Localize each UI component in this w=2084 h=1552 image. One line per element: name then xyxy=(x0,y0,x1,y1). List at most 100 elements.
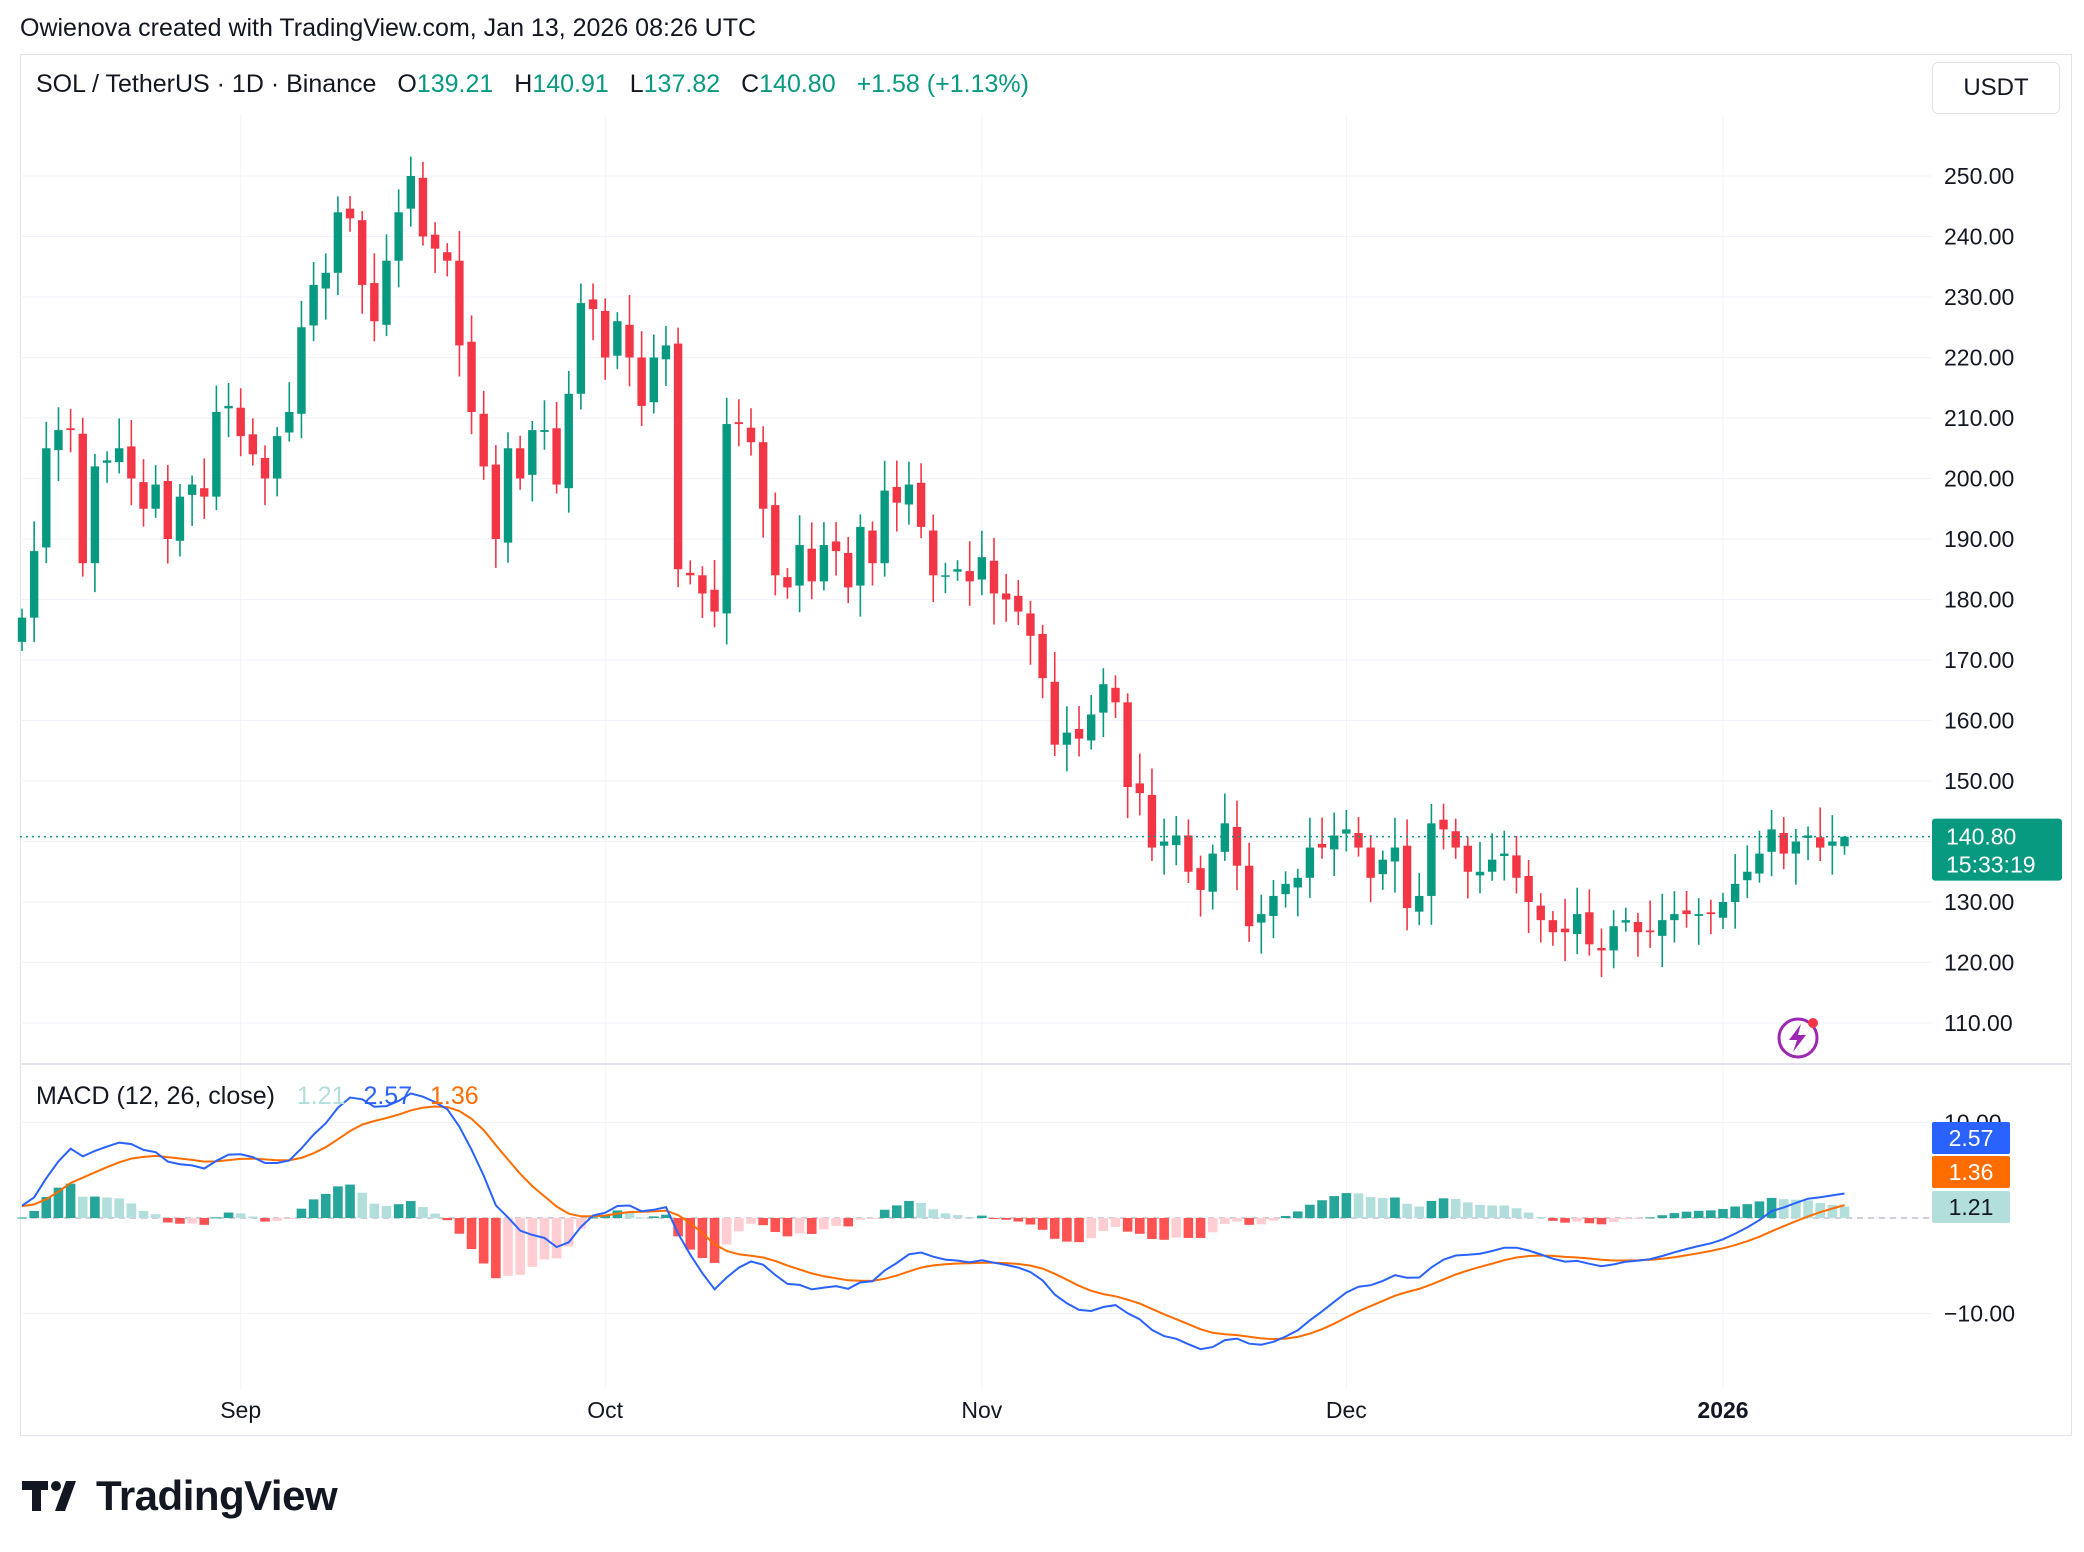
candle-body[interactable] xyxy=(272,436,282,479)
candle-body[interactable] xyxy=(260,457,270,479)
candle-body[interactable] xyxy=(115,448,124,463)
candle-body[interactable] xyxy=(941,575,950,577)
candle-body[interactable] xyxy=(710,589,719,612)
candle-body[interactable] xyxy=(819,545,829,582)
candle-body[interactable] xyxy=(1548,920,1558,933)
candle-body[interactable] xyxy=(455,260,464,346)
candle-body[interactable] xyxy=(686,572,695,576)
candle-body[interactable] xyxy=(212,411,221,497)
candle-body[interactable] xyxy=(127,446,136,479)
candle-body[interactable] xyxy=(540,430,549,432)
candle-body[interactable] xyxy=(1573,914,1582,935)
candle-body[interactable] xyxy=(856,526,865,586)
candle-body[interactable] xyxy=(1633,921,1643,933)
candle-body[interactable] xyxy=(236,407,245,437)
candle-body[interactable] xyxy=(309,284,318,326)
candle-body[interactable] xyxy=(1087,714,1096,741)
candle-body[interactable] xyxy=(1184,835,1193,872)
candle-body[interactable] xyxy=(637,357,646,406)
candle-body[interactable] xyxy=(491,464,501,539)
candle-body[interactable] xyxy=(601,310,610,358)
candle-body[interactable] xyxy=(467,341,476,412)
candle-body[interactable] xyxy=(333,212,343,273)
candle-body[interactable] xyxy=(552,428,561,485)
candle-body[interactable] xyxy=(1196,868,1205,890)
candle-body[interactable] xyxy=(1232,826,1242,866)
candle-body[interactable] xyxy=(1487,859,1497,872)
candle-body[interactable] xyxy=(795,545,804,586)
candle-body[interactable] xyxy=(1755,853,1764,874)
candle-body[interactable] xyxy=(187,484,197,495)
candle-body[interactable] xyxy=(479,413,488,467)
candle-body[interactable] xyxy=(1451,831,1460,848)
candle-body[interactable] xyxy=(1014,595,1023,612)
candle-body[interactable] xyxy=(698,575,707,594)
candle-body[interactable] xyxy=(1658,920,1667,936)
candle-body[interactable] xyxy=(1816,837,1825,848)
candle-body[interactable] xyxy=(1026,613,1035,636)
candle-body[interactable] xyxy=(515,448,525,479)
candle-body[interactable] xyxy=(1743,871,1752,881)
candle-body[interactable] xyxy=(1378,859,1387,875)
candle-body[interactable] xyxy=(989,560,999,594)
candle-body[interactable] xyxy=(1244,865,1254,927)
candle-body[interactable] xyxy=(394,212,403,261)
candle-body[interactable] xyxy=(1439,819,1448,830)
candle-body[interactable] xyxy=(929,530,938,576)
candle-body[interactable] xyxy=(613,321,622,356)
candle-body[interactable] xyxy=(90,466,100,564)
candle-body[interactable] xyxy=(1208,853,1217,892)
tradingview-logo[interactable]: TradingView xyxy=(22,1472,338,1520)
candle-body[interactable] xyxy=(1609,926,1618,951)
candle-body[interactable] xyxy=(892,486,901,503)
macd-title[interactable]: MACD (12, 26, close) xyxy=(36,1082,275,1110)
candle-body[interactable] xyxy=(1342,829,1351,834)
candle-body[interactable] xyxy=(1354,833,1363,848)
candle-body[interactable] xyxy=(163,480,172,539)
candle-body[interactable] xyxy=(151,484,160,509)
candle-body[interactable] xyxy=(1062,732,1072,745)
candle-body[interactable] xyxy=(1560,928,1570,933)
candle-body[interactable] xyxy=(904,484,914,505)
candle-body[interactable] xyxy=(1305,847,1315,878)
candle-body[interactable] xyxy=(1402,845,1412,909)
candle-body[interactable] xyxy=(1694,914,1703,916)
candle-body[interactable] xyxy=(1536,905,1545,921)
candle-body[interactable] xyxy=(880,490,889,564)
candle-body[interactable] xyxy=(1597,947,1606,951)
currency-button[interactable]: USDT xyxy=(1932,62,2060,114)
candle-body[interactable] xyxy=(1585,912,1594,945)
candle-body[interactable] xyxy=(1001,593,1011,600)
candle-body[interactable] xyxy=(953,569,962,572)
candle-body[interactable] xyxy=(139,482,148,509)
candle-body[interactable] xyxy=(1172,835,1181,846)
candle-body[interactable] xyxy=(1682,910,1691,915)
candle-body[interactable] xyxy=(576,303,586,394)
candle-body[interactable] xyxy=(807,548,816,582)
candle-body[interactable] xyxy=(200,488,209,497)
candle-body[interactable] xyxy=(722,424,731,614)
candle-body[interactable] xyxy=(1111,687,1120,703)
candle-body[interactable] xyxy=(746,427,756,443)
candle-body[interactable] xyxy=(734,422,744,425)
candle-body[interactable] xyxy=(1293,877,1302,888)
candle-body[interactable] xyxy=(625,324,634,358)
candle-body[interactable] xyxy=(564,393,573,489)
candle-body[interactable] xyxy=(1074,728,1084,739)
candle-body[interactable] xyxy=(916,482,926,527)
candle-body[interactable] xyxy=(661,345,671,360)
candle-body[interactable] xyxy=(1415,895,1424,912)
lightning-alert-icon[interactable] xyxy=(1777,1017,1819,1059)
candle-body[interactable] xyxy=(649,357,658,403)
candle-body[interactable] xyxy=(418,177,428,237)
candle-body[interactable] xyxy=(443,252,452,261)
candle-body[interactable] xyxy=(673,343,683,570)
candle-body[interactable] xyxy=(1269,895,1278,916)
candle-body[interactable] xyxy=(1621,920,1630,923)
candle-body[interactable] xyxy=(503,448,513,543)
candle-body[interactable] xyxy=(1135,783,1144,794)
candle-body[interactable] xyxy=(758,442,768,509)
candle-body[interactable] xyxy=(78,433,87,564)
candle-body[interactable] xyxy=(1779,833,1788,854)
candle-body[interactable] xyxy=(1840,836,1849,847)
